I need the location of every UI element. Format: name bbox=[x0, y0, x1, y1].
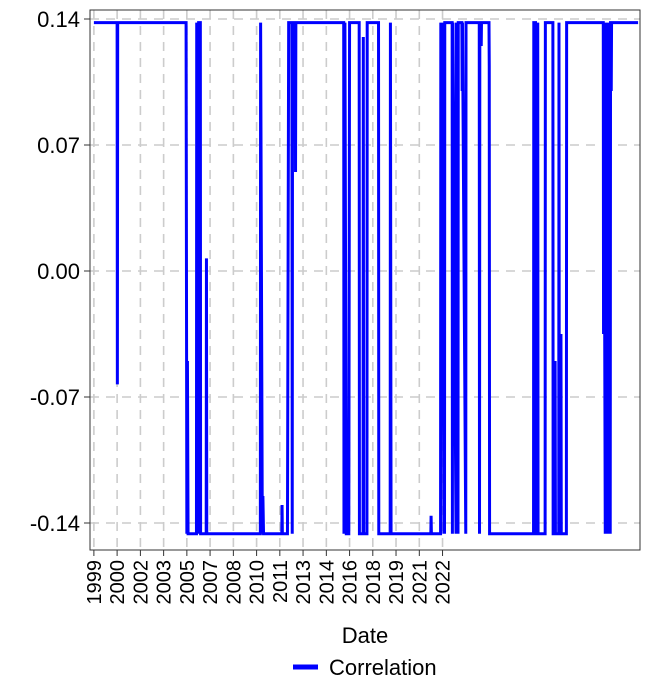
y-tick-label: 0.00 bbox=[37, 259, 80, 284]
x-tick-label: 2008 bbox=[223, 560, 245, 605]
plot-panel-border bbox=[89, 9, 641, 551]
y-tick-label: -0.14 bbox=[30, 511, 80, 536]
x-tick-label: 1999 bbox=[84, 560, 106, 605]
y-axis: 0.14 0.07 0.00 -0.07 -0.14 bbox=[30, 7, 90, 536]
x-tick-label: 2016 bbox=[340, 560, 362, 605]
x-tick-label: 2011 bbox=[270, 560, 292, 603]
legend: Correlation bbox=[293, 655, 437, 680]
legend-label: Correlation bbox=[329, 655, 437, 680]
x-tick-label: 2019 bbox=[386, 560, 408, 605]
x-tick-label: 2010 bbox=[247, 560, 269, 605]
x-tick-label: 2013 bbox=[293, 560, 315, 605]
x-axis: 1999 2000 2002 2003 2005 2007 2008 2010 2011 2013… bbox=[84, 550, 455, 605]
x-tick-label: 2022 bbox=[433, 560, 455, 605]
series-layer bbox=[93, 21, 639, 536]
x-tick-label: 2000 bbox=[107, 560, 129, 605]
x-tick-label: 2014 bbox=[316, 560, 338, 605]
series-line-correlation bbox=[93, 21, 639, 536]
x-tick-label: 2007 bbox=[200, 560, 222, 605]
x-tick-label: 2003 bbox=[154, 560, 176, 605]
x-tick-label: 2021 bbox=[409, 560, 431, 605]
x-axis-title: Date bbox=[342, 623, 388, 648]
y-tick-label: -0.07 bbox=[30, 385, 80, 410]
y-tick-label: 0.14 bbox=[37, 7, 80, 32]
x-tick-label: 2002 bbox=[130, 560, 152, 605]
y-tick-label: 0.07 bbox=[37, 133, 80, 158]
x-tick-label: 2018 bbox=[363, 560, 385, 605]
x-tick-label: 2005 bbox=[177, 560, 199, 605]
